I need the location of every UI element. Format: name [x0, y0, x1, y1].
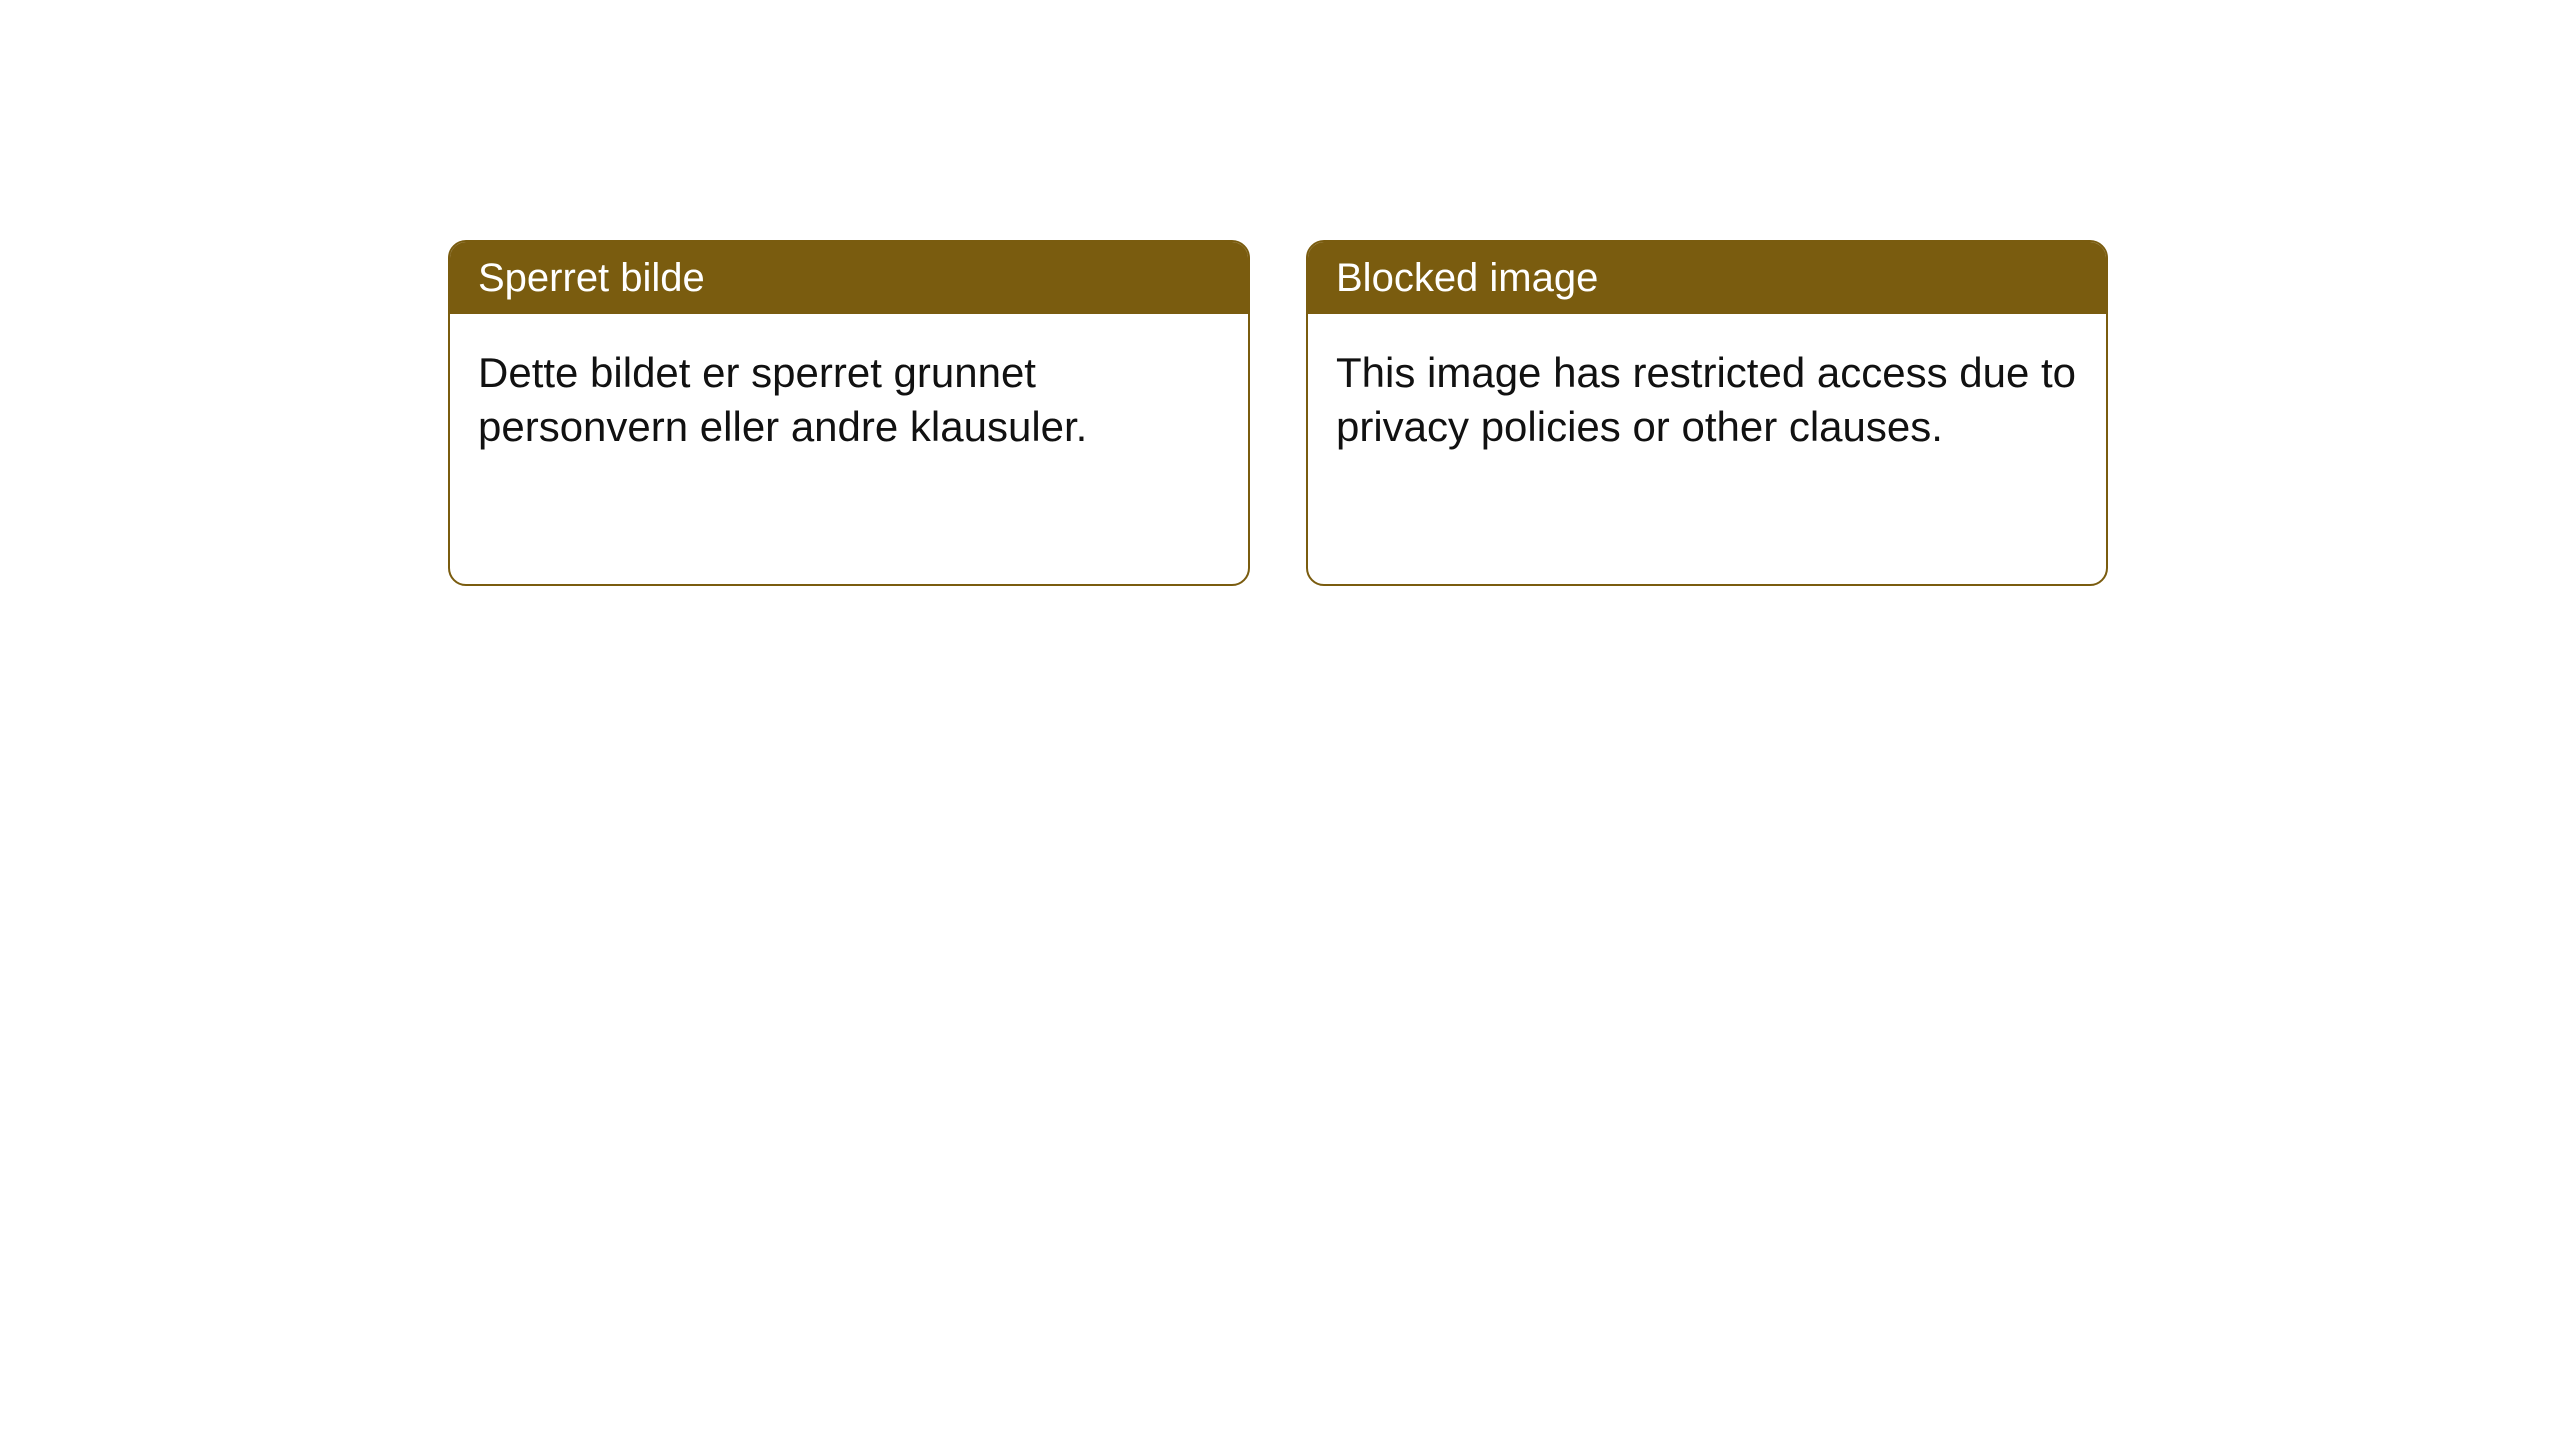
card-body: This image has restricted access due to …	[1308, 314, 2106, 584]
card-body-text: This image has restricted access due to …	[1336, 349, 2076, 450]
card-title: Blocked image	[1336, 256, 1598, 300]
card-header: Sperret bilde	[450, 242, 1248, 314]
notice-container: Sperret bilde Dette bildet er sperret gr…	[448, 240, 2108, 586]
card-body: Dette bildet er sperret grunnet personve…	[450, 314, 1248, 584]
card-title: Sperret bilde	[478, 256, 705, 300]
notice-card-norwegian: Sperret bilde Dette bildet er sperret gr…	[448, 240, 1250, 586]
card-header: Blocked image	[1308, 242, 2106, 314]
card-body-text: Dette bildet er sperret grunnet personve…	[478, 349, 1087, 450]
notice-card-english: Blocked image This image has restricted …	[1306, 240, 2108, 586]
